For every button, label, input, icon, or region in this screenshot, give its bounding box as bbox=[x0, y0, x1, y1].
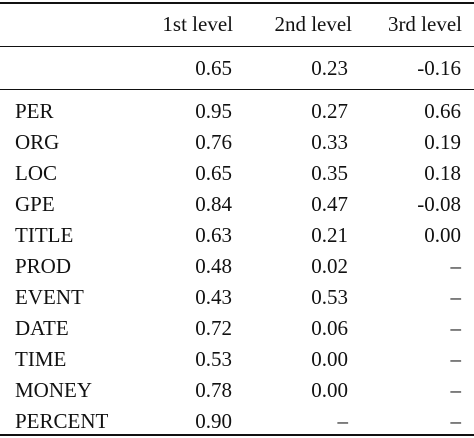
table-cell: 0.78 bbox=[195, 378, 232, 402]
table-cell: 0.53 bbox=[311, 285, 348, 309]
header-rule bbox=[0, 46, 474, 47]
row-label: PER bbox=[15, 99, 54, 123]
table-cell: 0.00 bbox=[311, 378, 348, 402]
table-cell: 0.65 bbox=[195, 161, 232, 185]
row-label: ORG bbox=[15, 130, 60, 154]
table-cell: 0.18 bbox=[424, 161, 461, 185]
table-cell: – bbox=[337, 409, 349, 433]
table-cell: – bbox=[450, 254, 462, 278]
table-cell: 0.06 bbox=[311, 316, 348, 340]
table-cell: – bbox=[450, 316, 462, 340]
row-label: MONEY bbox=[15, 378, 92, 402]
table-cell: 0.02 bbox=[311, 254, 348, 278]
table-cell: 0.19 bbox=[424, 130, 461, 154]
table-cell: 0.90 bbox=[195, 409, 232, 433]
summary-cell-1: 0.65 bbox=[195, 56, 232, 80]
row-label: PERCENT bbox=[15, 409, 109, 433]
table-cell: 0.48 bbox=[195, 254, 232, 278]
table-cell: 0.21 bbox=[311, 223, 348, 247]
table-cell: – bbox=[450, 347, 462, 371]
bottom-rule bbox=[0, 434, 474, 436]
table-cell: – bbox=[450, 378, 462, 402]
table-cell: 0.43 bbox=[195, 285, 232, 309]
table-cell: 0.53 bbox=[195, 347, 232, 371]
header-col-1: 1st level bbox=[162, 12, 233, 36]
table-cell: 0.33 bbox=[311, 130, 348, 154]
header-col-3: 3rd level bbox=[387, 12, 462, 36]
table-cell: 0.76 bbox=[195, 130, 232, 154]
row-label: LOC bbox=[15, 161, 57, 185]
table-cell: 0.47 bbox=[311, 192, 348, 216]
table-cell: – bbox=[450, 285, 462, 309]
row-label: PROD bbox=[15, 254, 72, 278]
summary-cell-2: 0.23 bbox=[311, 56, 348, 80]
header-col-2: 2nd level bbox=[274, 12, 352, 36]
row-label: DATE bbox=[15, 316, 69, 340]
table-cell: -0.08 bbox=[417, 192, 461, 216]
row-label: GPE bbox=[15, 192, 55, 216]
table-cell: 0.66 bbox=[424, 99, 461, 123]
summary-cell-3: -0.16 bbox=[417, 56, 461, 80]
table-cell: – bbox=[450, 409, 462, 433]
table-cell: 0.00 bbox=[424, 223, 461, 247]
row-label: TIME bbox=[15, 347, 67, 371]
summary-rule bbox=[0, 89, 474, 90]
table-cell: 0.00 bbox=[311, 347, 348, 371]
table-cell: 0.35 bbox=[311, 161, 348, 185]
top-rule bbox=[0, 2, 474, 4]
table-cell: 0.27 bbox=[311, 99, 348, 123]
table-cell: 0.63 bbox=[195, 223, 232, 247]
table-cell: 0.72 bbox=[195, 316, 232, 340]
row-label: TITLE bbox=[15, 223, 74, 247]
table-cell: 0.95 bbox=[195, 99, 232, 123]
table-cell: 0.84 bbox=[195, 192, 232, 216]
row-label: EVENT bbox=[15, 285, 84, 309]
